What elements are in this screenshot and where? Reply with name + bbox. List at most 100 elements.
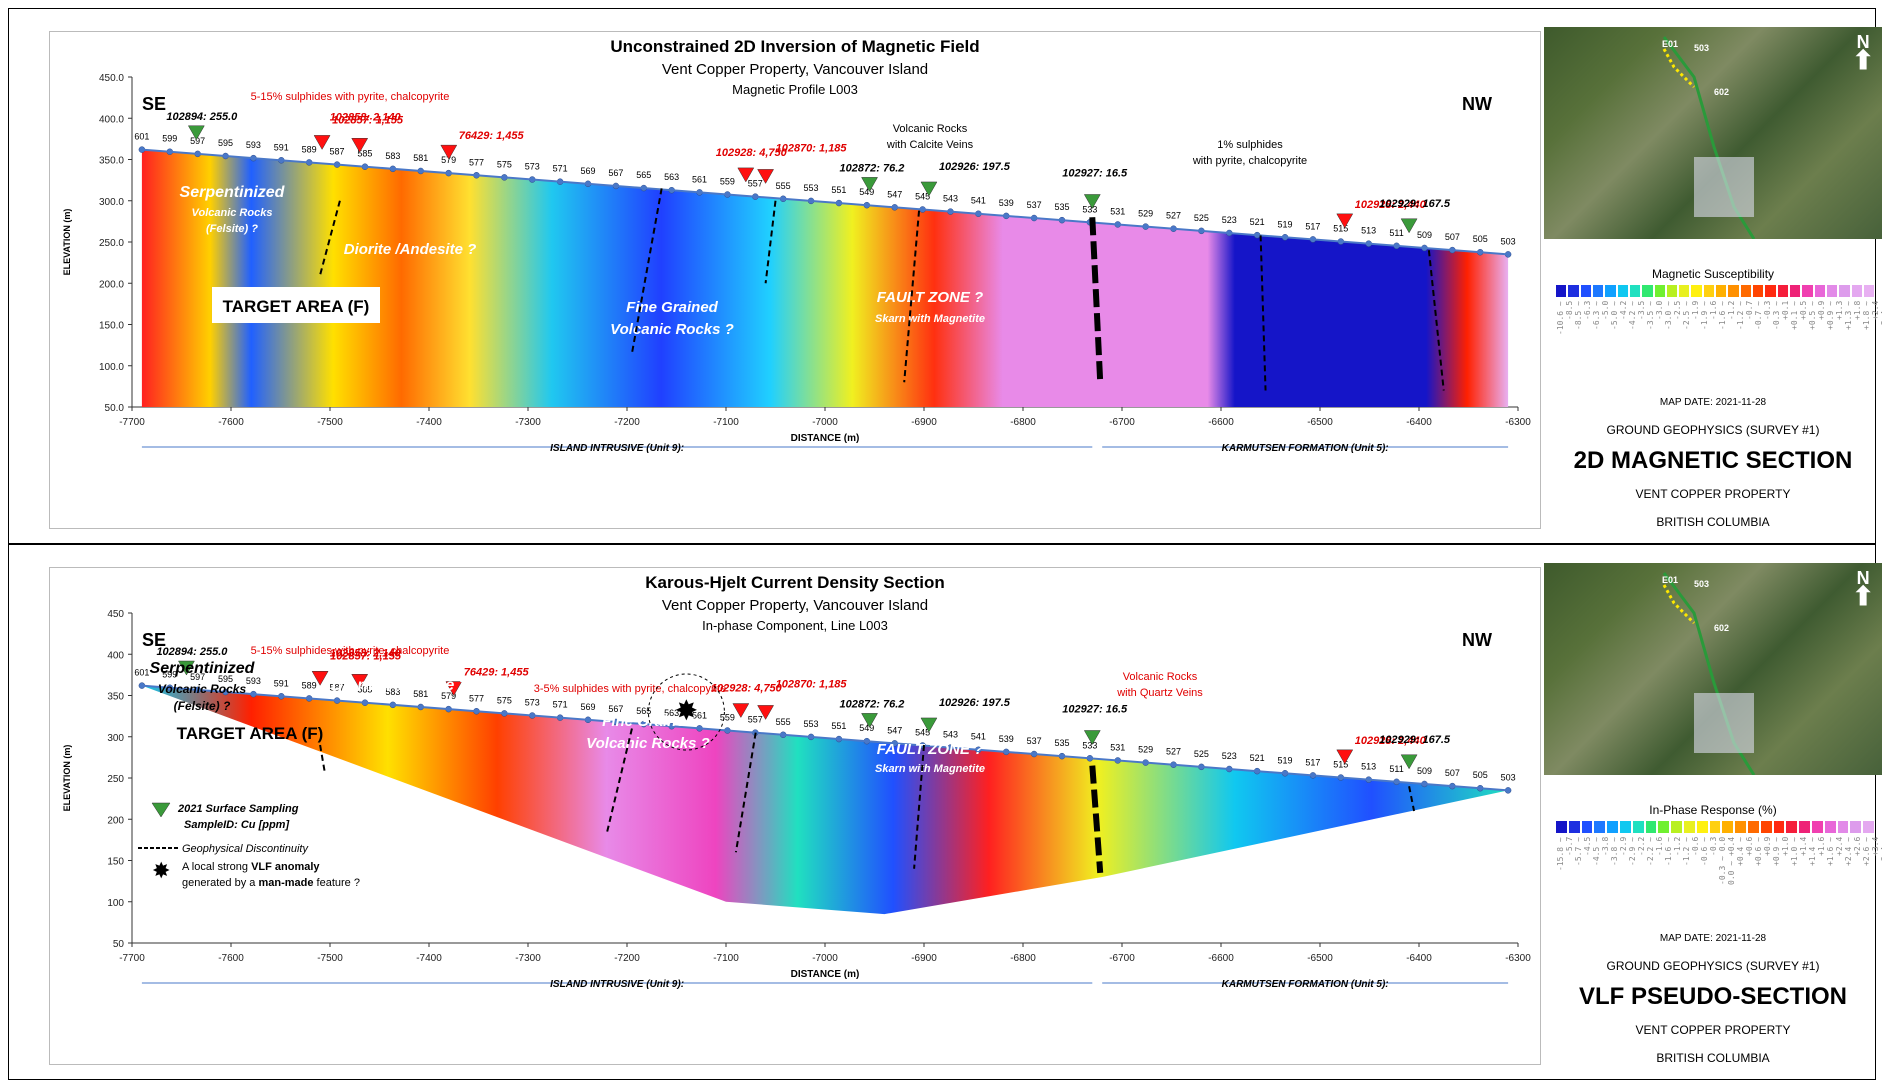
scale-tick-labels: -10.6 ~ -8.5 -8.5 ~ -6.3 -6.3 ~ -5.0 -5.0 ~…	[1556, 301, 1882, 353]
unit-label: Volcanic Rocks ?	[610, 321, 734, 338]
map-label: E01	[1662, 575, 1679, 585]
station-label: 563	[664, 708, 679, 718]
x-tick-label: -6700	[1109, 417, 1135, 428]
station-label: 507	[1445, 232, 1460, 242]
sample-marker	[757, 705, 775, 720]
station-label: 535	[1054, 202, 1069, 212]
station-label: 589	[302, 144, 317, 154]
scale-tick: -3.0 ~ -2.5	[1664, 301, 1682, 330]
station-label: 559	[720, 177, 735, 187]
x-axis-label: DISTANCE (m)	[791, 433, 860, 444]
station-label: 571	[553, 164, 568, 174]
map-overlay	[1662, 572, 1756, 775]
x-tick-label: -7000	[812, 417, 838, 428]
station-label: 525	[1194, 213, 1209, 223]
scale-swatch	[1777, 285, 1788, 297]
scale-swatch	[1594, 821, 1606, 833]
scale-swatch	[1728, 285, 1739, 297]
x-tick-label: -6800	[1010, 953, 1036, 964]
y-tick-label: 150.0	[99, 321, 124, 332]
x-tick-label: -6500	[1307, 953, 1333, 964]
x-tick-label: -6300	[1505, 417, 1531, 428]
station-label: 537	[1027, 200, 1042, 210]
chart-subtitle: Vent Copper Property, Vancouver Island	[662, 61, 928, 78]
survey-label: GROUND GEOPHYSICS (SURVEY #1)	[1606, 959, 1820, 973]
scale-tick: +1.8 ~ +2.4	[1862, 301, 1880, 330]
discontinuity-line	[1408, 786, 1416, 812]
sample-marker	[187, 125, 205, 141]
station-label: 535	[1054, 738, 1069, 748]
scale-swatch	[1839, 285, 1850, 297]
y-tick-label: 100.0	[99, 362, 124, 373]
formation-left: ISLAND INTRUSIVE (Unit 9):	[550, 979, 684, 990]
station-label: 509	[1417, 766, 1432, 776]
station-label: 515	[1333, 224, 1348, 234]
scale-swatch	[1811, 821, 1823, 833]
station-label: 513	[1361, 762, 1376, 772]
target-box	[212, 287, 380, 323]
unit-label: Diorite /Andesite ?	[344, 241, 477, 258]
scale-swatch	[1645, 821, 1657, 833]
scale-tick: +0.6 ~ +0.9	[1754, 837, 1772, 866]
y-axis-label: ELEVATION (m)	[62, 745, 72, 812]
station-label: 569	[580, 702, 595, 712]
unit-label: FAULT ZONE ?	[877, 289, 983, 306]
x-tick-label: -7300	[515, 417, 541, 428]
property-label: VENT COPPER PROPERTY	[1635, 487, 1791, 501]
sample-label: 102926: 197.5	[939, 697, 1011, 709]
station-label: 601	[134, 668, 149, 678]
y-tick-label: 350	[107, 692, 124, 703]
annotation: with pyrite, chalcopyrite	[1192, 155, 1307, 167]
y-axis-label: ELEVATION (m)	[62, 209, 72, 276]
north-arrow-icon: N ⬆	[1852, 568, 1874, 611]
scale-swatch	[1642, 285, 1653, 297]
annotation: 5-15% sulphides with pyrite, chalcopyrit…	[251, 91, 450, 103]
station-label: 575	[497, 695, 512, 705]
section-title: 2D MAGNETIC SECTION	[1573, 447, 1853, 474]
station-label: 517	[1305, 221, 1320, 231]
sample-marker	[920, 181, 938, 197]
scale-tick: -5.7 ~ -4.5	[1574, 837, 1592, 866]
discontinuity-line	[764, 200, 777, 284]
scale-swatch	[1735, 821, 1746, 833]
station-label: 517	[1305, 757, 1320, 767]
sample-label: 102929: 167.5	[1379, 198, 1451, 210]
x-tick-label: -7400	[416, 417, 442, 428]
scale-tick: -1.2 ~ -0.7	[1736, 301, 1754, 330]
station-label: 587	[330, 147, 345, 157]
station-label: 527	[1166, 747, 1181, 757]
unit-label: Fine Grained	[626, 299, 719, 316]
magnetic-section-chart: 50.0 100.0 150.0 200.0 250.0 300.0 350.0 400.0 4…	[62, 37, 1531, 454]
color-scale-bar	[1556, 285, 1876, 297]
scale-tick: -3.8 ~ -2.9	[1610, 837, 1628, 866]
scale-tick: -1.6 ~ -1.2	[1664, 837, 1682, 866]
sample-marker	[1083, 194, 1101, 209]
anomaly-circle	[647, 673, 725, 751]
x-tick-label: -6500	[1307, 417, 1333, 428]
scale-swatch	[1556, 821, 1567, 833]
sample-marker	[178, 660, 195, 676]
scale-swatch	[1824, 821, 1836, 833]
legend-text: SampleID: Cu [ppm]	[184, 819, 289, 831]
scale-swatch	[1568, 285, 1579, 297]
y-tick-label: 350.0	[99, 156, 124, 167]
station-label: 583	[385, 687, 400, 697]
scale-tick-labels: -15.8 ~ -5.7 -5.7 ~ -4.5 -4.5 ~ -3.8 -3.8 ~…	[1556, 837, 1882, 889]
formation-left: ISLAND INTRUSIVE (Unit 9):	[550, 443, 684, 454]
x-tick-label: -7100	[713, 953, 739, 964]
chart-frame-vlf: 50 100 150 200 250 300 350 400 450 -7700 -7600 -750…	[49, 567, 1541, 1065]
station-label: 585	[357, 149, 372, 159]
sample-label: 102928: 2,440	[1355, 735, 1427, 747]
scale-swatch	[1658, 821, 1670, 833]
sample-marker	[757, 169, 775, 184]
station-label: 579	[441, 691, 456, 701]
scale-title: In-Phase Response (%)	[1649, 803, 1777, 817]
x-tick-label: -6600	[1208, 953, 1234, 964]
scale-tick: -8.5 ~ -6.3	[1574, 301, 1592, 330]
annotation: 3-5% sulphides with pyrite, chalcopyrite	[534, 683, 727, 695]
scale-tick: -0.3 ~ +0.1	[1772, 301, 1790, 330]
station-label: 597	[190, 672, 205, 682]
scale-swatch	[1850, 821, 1862, 833]
station-label: 551	[831, 185, 846, 195]
station-label: 533	[1082, 204, 1097, 214]
